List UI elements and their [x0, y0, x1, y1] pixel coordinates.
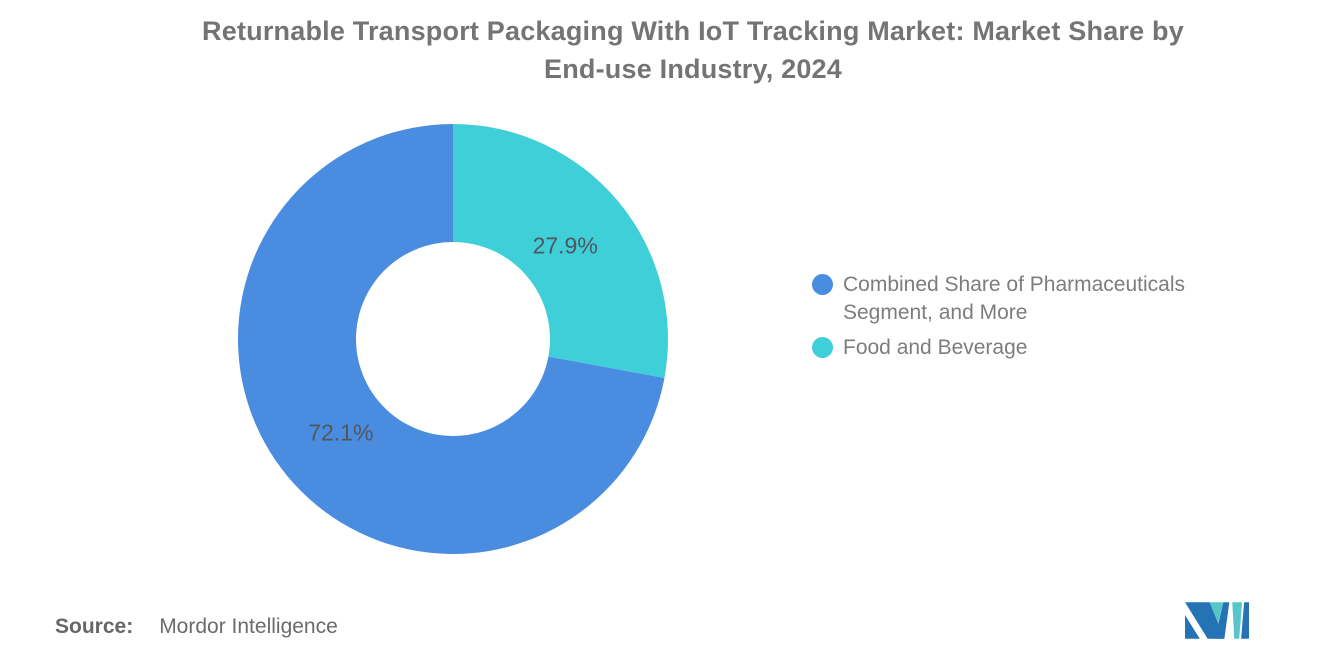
slice-value-label-1: 72.1% [308, 419, 373, 445]
legend-marker-food-and-beverage-icon [812, 337, 833, 358]
logo-blue-up-stroke [1214, 602, 1230, 639]
source-line: Source: Mordor Intelligence [55, 615, 338, 639]
logo-blue-right-bar [1241, 602, 1250, 639]
pie-slice-1[interactable] [237, 124, 665, 554]
legend-label-food-and-beverage: Food and Beverage [843, 336, 1028, 359]
logo-teal-vfill [1209, 602, 1224, 623]
legend-marker-pharmaceuticals-icon [812, 274, 833, 295]
source-label: Source: [55, 615, 134, 638]
legend-item-food-and-beverage[interactable]: Food and Beverage [812, 334, 1232, 362]
legend-label-pharmaceuticals: Combined Share of Pharmaceuticals Segmen… [843, 273, 1186, 324]
source-value: Mordor Intelligence [159, 615, 338, 638]
chart-title: Returnable Transport Packaging With IoT … [73, 12, 1313, 89]
legend: Combined Share of Pharmaceuticals Segmen… [812, 271, 1232, 362]
logo-teal-bar [1232, 602, 1243, 639]
donut-chart-svg: 27.9% 72.1% [237, 124, 668, 554]
donut-chart: 27.9% 72.1% [233, 119, 673, 559]
chart-title-line1: Returnable Transport Packaging With IoT … [202, 16, 1184, 46]
slice-value-label-0: 27.9% [533, 233, 598, 259]
mordor-intelligence-logo-icon [1185, 602, 1250, 639]
legend-item-pharmaceuticals[interactable]: Combined Share of Pharmaceuticals Segmen… [812, 271, 1232, 327]
chart-title-line2: End-use Industry, 2024 [544, 54, 842, 85]
pie-slice-0[interactable] [453, 124, 668, 378]
logo-blue-left-stroke [1185, 602, 1225, 639]
